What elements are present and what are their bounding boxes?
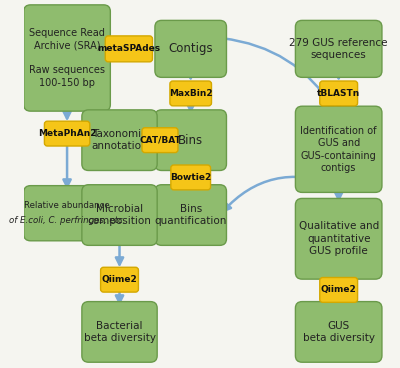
FancyBboxPatch shape [82,302,157,362]
FancyBboxPatch shape [100,267,138,292]
FancyBboxPatch shape [170,81,212,106]
Text: Taxonomic
annotation: Taxonomic annotation [91,129,148,151]
Text: tBLASTn: tBLASTn [317,89,360,98]
Text: Microbial
composition: Microbial composition [88,204,152,226]
Text: Bins
quantification: Bins quantification [154,204,227,226]
Text: CAT/BAT: CAT/BAT [139,136,181,145]
FancyBboxPatch shape [82,185,157,245]
Text: Sequence Read
Archive (SRA)

Raw sequences
100-150 bp: Sequence Read Archive (SRA) Raw sequence… [29,28,105,88]
FancyBboxPatch shape [24,185,110,241]
Text: Bins: Bins [178,134,203,147]
FancyBboxPatch shape [296,20,382,77]
FancyBboxPatch shape [296,106,382,192]
Text: MetaPhAn2: MetaPhAn2 [38,129,96,138]
FancyBboxPatch shape [105,36,152,62]
FancyBboxPatch shape [320,277,358,302]
FancyBboxPatch shape [44,121,90,146]
FancyBboxPatch shape [171,165,210,190]
Text: GUS
beta diversity: GUS beta diversity [303,321,375,343]
Text: Qualitative and
quantitative
GUS profile: Qualitative and quantitative GUS profile [298,222,379,256]
FancyBboxPatch shape [320,81,358,106]
Text: Relative abundance: Relative abundance [24,201,110,210]
FancyBboxPatch shape [155,110,226,170]
Text: Qiime2: Qiime2 [321,286,356,294]
FancyBboxPatch shape [142,128,178,153]
Text: MaxBin2: MaxBin2 [169,89,212,98]
Text: Contigs: Contigs [168,42,213,55]
Text: Bowtie2: Bowtie2 [170,173,211,182]
FancyBboxPatch shape [24,5,110,111]
FancyBboxPatch shape [155,20,226,77]
Text: Qiime2: Qiime2 [102,275,137,284]
Text: of E.coli, C. perfringes, etc.: of E.coli, C. perfringes, etc. [9,216,125,225]
FancyBboxPatch shape [296,302,382,362]
FancyBboxPatch shape [82,110,157,170]
Text: 279 GUS reference
sequences: 279 GUS reference sequences [290,38,388,60]
Text: metaSPAdes: metaSPAdes [97,45,160,53]
Text: Identification of
GUS and
GUS-containing
contigs: Identification of GUS and GUS-containing… [300,126,377,173]
FancyBboxPatch shape [155,185,226,245]
FancyBboxPatch shape [296,198,382,279]
Text: Bacterial
beta diversity: Bacterial beta diversity [84,321,156,343]
